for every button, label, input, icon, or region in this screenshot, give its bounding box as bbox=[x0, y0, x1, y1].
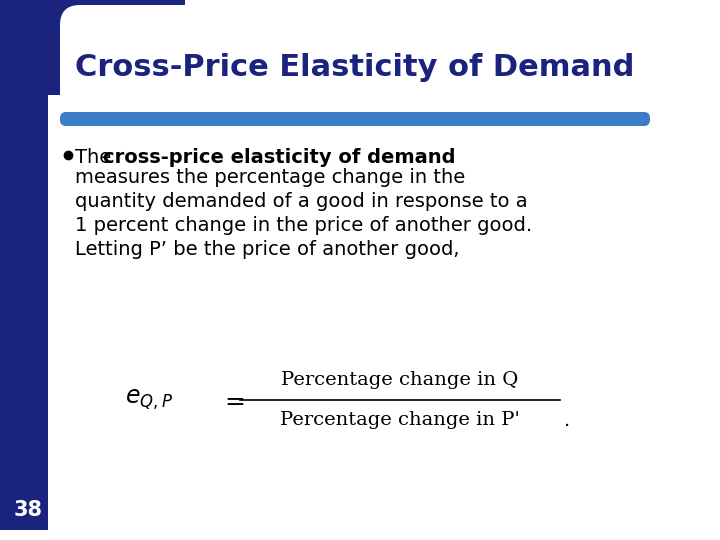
Text: .: . bbox=[564, 410, 570, 429]
Bar bbox=[0, 0, 48, 540]
Bar bbox=[0, 530, 720, 540]
Text: 38: 38 bbox=[14, 500, 43, 520]
FancyBboxPatch shape bbox=[60, 112, 650, 126]
Bar bbox=[680, 0, 720, 540]
Text: Cross-Price Elasticity of Demand: Cross-Price Elasticity of Demand bbox=[75, 53, 634, 83]
Text: Percentage change in Q: Percentage change in Q bbox=[282, 371, 518, 389]
Text: Percentage change in P': Percentage change in P' bbox=[280, 411, 520, 429]
Text: 1 percent change in the price of another good.: 1 percent change in the price of another… bbox=[75, 216, 532, 235]
Text: $e_{Q,P}$: $e_{Q,P}$ bbox=[125, 388, 173, 412]
Bar bbox=[0, 0, 185, 95]
FancyBboxPatch shape bbox=[60, 5, 720, 535]
Text: Letting P’ be the price of another good,: Letting P’ be the price of another good, bbox=[75, 240, 459, 259]
Text: cross-price elasticity of demand: cross-price elasticity of demand bbox=[103, 148, 456, 167]
Text: quantity demanded of a good in response to a: quantity demanded of a good in response … bbox=[75, 192, 528, 211]
Text: $=$: $=$ bbox=[220, 388, 245, 412]
Text: The: The bbox=[75, 148, 117, 167]
Text: measures the percentage change in the: measures the percentage change in the bbox=[75, 168, 465, 187]
